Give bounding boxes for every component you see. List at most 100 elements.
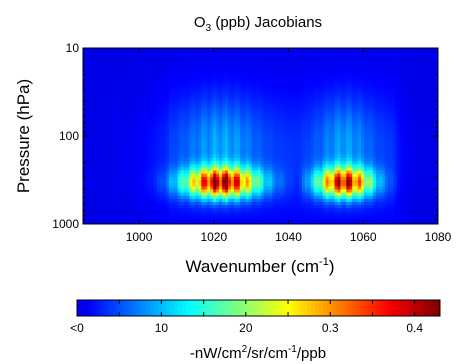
- heatmap-cell: [304, 57, 309, 61]
- heatmap-cell: [94, 164, 99, 168]
- heatmap-cell: [88, 51, 93, 55]
- heatmap-cell: [219, 161, 223, 165]
- heatmap-cell: [281, 123, 285, 127]
- heatmap-cell: [319, 126, 324, 131]
- heatmap-cell: [364, 126, 368, 131]
- heatmap-cell: [375, 126, 380, 131]
- heatmap-cell: [420, 148, 424, 153]
- heatmap-cell: [216, 76, 220, 80]
- heatmap-cell: [106, 110, 111, 115]
- heatmap-cell: [225, 151, 229, 156]
- heatmap-cell: [148, 176, 152, 181]
- heatmap-cell: [304, 76, 309, 80]
- heatmap-cell: [136, 82, 140, 87]
- heatmap-cell: [269, 92, 273, 96]
- heatmap-cell: [100, 63, 105, 68]
- heatmap-cell: [148, 57, 152, 61]
- heatmap-cell: [272, 126, 276, 131]
- heatmap-cell: [216, 60, 220, 65]
- heatmap-cell: [242, 57, 247, 61]
- heatmap-cell: [402, 63, 406, 68]
- heatmap-cell: [148, 170, 152, 175]
- heatmap-cell: [207, 79, 211, 83]
- heatmap-cell: [399, 66, 403, 71]
- heatmap-cell: [393, 66, 397, 71]
- heatmap-cell: [130, 154, 134, 159]
- heatmap-cell: [245, 145, 250, 149]
- heatmap-cell: [372, 148, 377, 153]
- heatmap-cell: [180, 139, 184, 143]
- heatmap-cell: [171, 54, 176, 58]
- heatmap-cell: [239, 173, 244, 178]
- heatmap-cell: [177, 95, 182, 99]
- heatmap-cell: [352, 60, 356, 65]
- heatmap-cell: [103, 92, 108, 96]
- heatmap-cell: [195, 70, 199, 74]
- heatmap-cell: [142, 123, 146, 127]
- heatmap-cell: [148, 60, 152, 65]
- heatmap-cell: [251, 145, 255, 149]
- heatmap-cell: [236, 117, 241, 121]
- heatmap-cell: [145, 123, 149, 127]
- heatmap-cell: [159, 120, 164, 124]
- heatmap-cell: [310, 123, 315, 127]
- heatmap-cell: [411, 136, 415, 140]
- heatmap-cell: [142, 60, 146, 65]
- heatmap-cell: [417, 107, 421, 112]
- heatmap-cell: [375, 129, 380, 134]
- heatmap-cell: [142, 92, 146, 96]
- heatmap-cell: [293, 117, 297, 121]
- heatmap-cell: [393, 136, 397, 140]
- heatmap-cell: [159, 95, 164, 99]
- heatmap-cell: [154, 66, 158, 71]
- heatmap-cell: [162, 92, 167, 96]
- heatmap-cell: [340, 142, 344, 146]
- heatmap-cell: [207, 70, 211, 74]
- heatmap-cell: [148, 82, 152, 87]
- heatmap-cell: [136, 51, 140, 55]
- heatmap-cell: [88, 154, 93, 159]
- heatmap-cell: [109, 88, 113, 93]
- heatmap-cell: [88, 104, 93, 109]
- heatmap-cell: [301, 107, 306, 112]
- heatmap-cell: [316, 48, 321, 52]
- heatmap-cell: [281, 92, 285, 96]
- heatmap-cell: [340, 98, 344, 102]
- heatmap-cell: [171, 95, 176, 99]
- heatmap-cell: [358, 101, 362, 105]
- heatmap-cell: [399, 129, 403, 134]
- heatmap-cell: [210, 82, 214, 87]
- heatmap-cell: [222, 173, 226, 178]
- heatmap-cell: [310, 70, 315, 74]
- heatmap-cell: [364, 88, 368, 93]
- heatmap-cell: [222, 132, 226, 137]
- heatmap-cell: [328, 126, 332, 131]
- heatmap-cell: [257, 139, 261, 143]
- heatmap-cell: [112, 151, 116, 156]
- heatmap-cell: [195, 164, 199, 168]
- heatmap-cell: [417, 104, 421, 109]
- heatmap-cell: [307, 167, 312, 171]
- heatmap-cell: [139, 129, 143, 134]
- heatmap-cell: [346, 120, 350, 124]
- heatmap-cell: [139, 54, 143, 58]
- heatmap-cell: [88, 60, 93, 65]
- heatmap-cell: [435, 170, 439, 175]
- heatmap-cell: [301, 158, 306, 162]
- heatmap-cell: [230, 54, 235, 58]
- heatmap-cell: [154, 48, 158, 52]
- heatmap-cell: [420, 107, 424, 112]
- heatmap-cell: [189, 142, 193, 146]
- heatmap-cell: [349, 57, 353, 61]
- heatmap-cell: [201, 48, 205, 52]
- heatmap-cell: [429, 164, 433, 168]
- heatmap-cell: [91, 101, 96, 105]
- heatmap-cell: [88, 76, 93, 80]
- heatmap-cell: [162, 107, 167, 112]
- heatmap-cell: [284, 148, 288, 153]
- heatmap-cell: [251, 51, 255, 55]
- heatmap-cell: [165, 110, 170, 115]
- heatmap-cell: [118, 129, 122, 134]
- heatmap-cell: [411, 145, 415, 149]
- heatmap-cell: [195, 173, 199, 178]
